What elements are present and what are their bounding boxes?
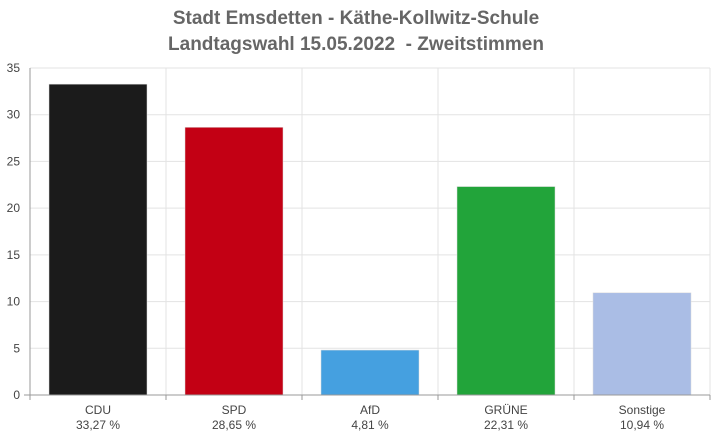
chart-title-block: Stadt Emsdetten - Käthe-Kollwitz-Schule …	[0, 6, 712, 58]
x-tick-label: GRÜNE	[484, 403, 527, 417]
chart-subtitle: Landtagswahl 15.05.2022 - Zweitstimmen	[168, 34, 544, 55]
bar-gr-ne	[456, 186, 556, 396]
data-label: 28,65 %	[212, 418, 256, 432]
y-tick-label: 20	[7, 201, 21, 215]
y-tick-label: 35	[7, 61, 21, 75]
bar-cdu	[48, 83, 148, 396]
x-tick-label: Sonstige	[619, 403, 666, 417]
data-label: 33,27 %	[76, 418, 120, 432]
data-label: 4,81 %	[351, 418, 389, 432]
bar-spd	[184, 127, 284, 396]
x-tick-label: AfD	[360, 403, 380, 417]
y-tick-label: 5	[13, 341, 20, 355]
data-label: 22,31 %	[484, 418, 528, 432]
bar-sonstige	[592, 292, 692, 396]
x-tick-label: SPD	[222, 403, 247, 417]
y-tick-label: 30	[7, 108, 21, 122]
y-tick-label: 0	[13, 388, 20, 402]
bar-afd	[320, 349, 420, 396]
y-tick-label: 10	[7, 295, 21, 309]
data-label: 10,94 %	[620, 418, 664, 432]
y-tick-label: 15	[7, 248, 21, 262]
x-tick-label: CDU	[85, 403, 111, 417]
chart-title: Stadt Emsdetten - Käthe-Kollwitz-Schule	[172, 8, 540, 29]
y-tick-label: 25	[7, 154, 21, 168]
